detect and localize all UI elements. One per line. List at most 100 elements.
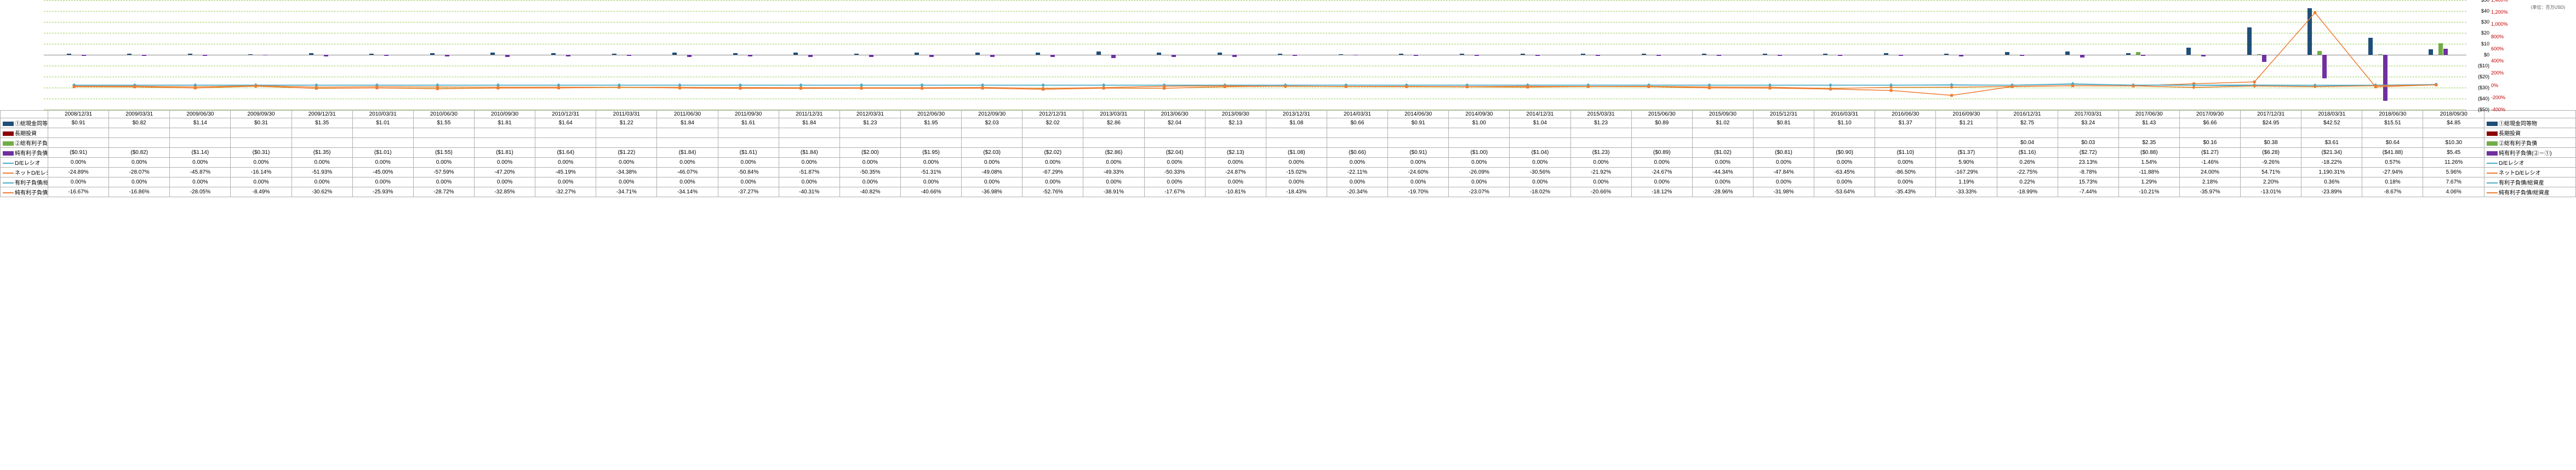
data-cell: 54.71%: [2241, 168, 2301, 177]
data-cell: $1.61: [718, 118, 779, 128]
data-cell: ($2.02): [1023, 148, 1083, 158]
data-cell: [1631, 138, 1692, 148]
data-cell: -47.84%: [1753, 168, 1814, 177]
data-cell: -30.62%: [292, 187, 352, 197]
data-cell: 0.00%: [1814, 158, 1875, 168]
data-cell: -63.45%: [1814, 168, 1875, 177]
bar-cash: [1036, 53, 1040, 55]
data-cell: [900, 138, 961, 148]
period-header: 2016/03/31: [1814, 111, 1875, 118]
data-cell: 0.00%: [596, 158, 657, 168]
data-cell: -26.09%: [1449, 168, 1510, 177]
period-col: [1800, 0, 1861, 110]
data-cell: [1875, 128, 1936, 138]
bar-net_debt: [82, 55, 86, 56]
data-cell: ($1.37): [1936, 148, 1997, 158]
data-cell: -19.70%: [1388, 187, 1449, 197]
data-cell: -18.22%: [2301, 158, 2362, 168]
period-header: 2017/06/30: [2118, 111, 2179, 118]
data-cell: -32.85%: [474, 187, 535, 197]
data-cell: 0.00%: [1327, 158, 1387, 168]
data-cell: $0.31: [231, 118, 292, 128]
data-cell: $42.52: [2301, 118, 2362, 128]
period-header: 2011/06/30: [657, 111, 718, 118]
data-cell: 0.00%: [839, 177, 900, 187]
data-cell: [1631, 128, 1692, 138]
period-col: [1195, 0, 1255, 110]
series-label-left: ②総有利子負債: [1, 138, 48, 148]
bar-net_debt: [1232, 55, 1237, 57]
data-cell: ($1.01): [352, 148, 413, 158]
data-cell: [1814, 138, 1875, 148]
data-cell: [48, 128, 109, 138]
data-cell: $2.04: [1144, 118, 1205, 128]
data-cell: [1510, 128, 1570, 138]
data-cell: -24.60%: [1388, 168, 1449, 177]
unit-label: (単位：百万USD): [2531, 4, 2565, 10]
bar-cash: [1581, 54, 1585, 55]
bar-net_debt: [1596, 55, 1600, 56]
bar-cash: [1702, 54, 1706, 55]
data-cell: $6.66: [2179, 118, 2240, 128]
data-cell: 0.00%: [535, 177, 596, 187]
data-cell: -67.29%: [1023, 168, 1083, 177]
data-cell: $1.14: [170, 118, 231, 128]
series-label-left: 純有利子負債/総資産: [1, 187, 48, 197]
y-tick-secondary: 1,200%: [2491, 9, 2508, 15]
period-col: [1073, 0, 1134, 110]
data-cell: 0.00%: [1570, 177, 1631, 187]
series-label-right: 純有利子負債(②－①): [2484, 148, 2576, 158]
data-cell: -52.76%: [1023, 187, 1083, 197]
data-cell: -45.00%: [352, 168, 413, 177]
data-cell: ($1.95): [900, 148, 961, 158]
period-header: 2011/03/31: [596, 111, 657, 118]
data-cell: [170, 128, 231, 138]
data-cell: [1083, 138, 1144, 148]
data-cell: ($6.28): [2241, 148, 2301, 158]
data-cell: $1.81: [474, 118, 535, 128]
data-cell: [352, 128, 413, 138]
data-cell: -24.89%: [48, 168, 109, 177]
period-header: 2013/09/30: [1205, 111, 1266, 118]
data-cell: -33.33%: [1936, 187, 1997, 197]
data-cell: 0.00%: [1753, 177, 1814, 187]
data-cell: -28.07%: [109, 168, 170, 177]
period-col: [528, 0, 589, 110]
period-col: [2406, 0, 2467, 110]
y-tick-primary: ($20): [2478, 74, 2489, 79]
data-cell: 0.00%: [1205, 158, 1266, 168]
data-cell: 0.00%: [1449, 158, 1510, 168]
data-cell: 0.00%: [962, 158, 1023, 168]
data-cell: ($0.66): [1327, 148, 1387, 158]
bar-debt: [2438, 43, 2443, 55]
data-cell: [109, 128, 170, 138]
series-label-right: ②総有利子負債: [2484, 138, 2576, 148]
data-cell: ($1.23): [1570, 148, 1631, 158]
period-col: [407, 0, 468, 110]
y-tick-primary: $20: [2481, 30, 2489, 36]
data-cell: -15.02%: [1266, 168, 1327, 177]
data-cell: $0.38: [2241, 138, 2301, 148]
data-cell: -22.11%: [1327, 168, 1387, 177]
bar-cash: [490, 53, 495, 55]
data-cell: 0.00%: [1875, 177, 1936, 187]
data-cell: -45.19%: [535, 168, 596, 177]
data-cell: -49.33%: [1083, 168, 1144, 177]
data-cell: 0.00%: [1875, 158, 1936, 168]
data-cell: 0.00%: [962, 177, 1023, 187]
data-cell: -32.27%: [535, 187, 596, 197]
data-cell: [535, 128, 596, 138]
data-cell: -50.84%: [718, 168, 779, 177]
data-cell: $1.21: [1936, 118, 1997, 128]
y-tick-primary: ($30): [2478, 85, 2489, 90]
data-cell: ($0.88): [2118, 148, 2179, 158]
data-cell: $0.64: [2362, 138, 2423, 148]
y-tick-secondary: -400%: [2491, 107, 2505, 112]
data-cell: ($1.81): [474, 148, 535, 158]
bar-net_debt: [627, 55, 631, 56]
data-cell: ($1.00): [1449, 148, 1510, 158]
period-col: [1619, 0, 1680, 110]
data-cell: -28.96%: [1692, 187, 1753, 197]
data-cell: ($2.00): [839, 148, 900, 158]
period-header: 2009/09/30: [231, 111, 292, 118]
